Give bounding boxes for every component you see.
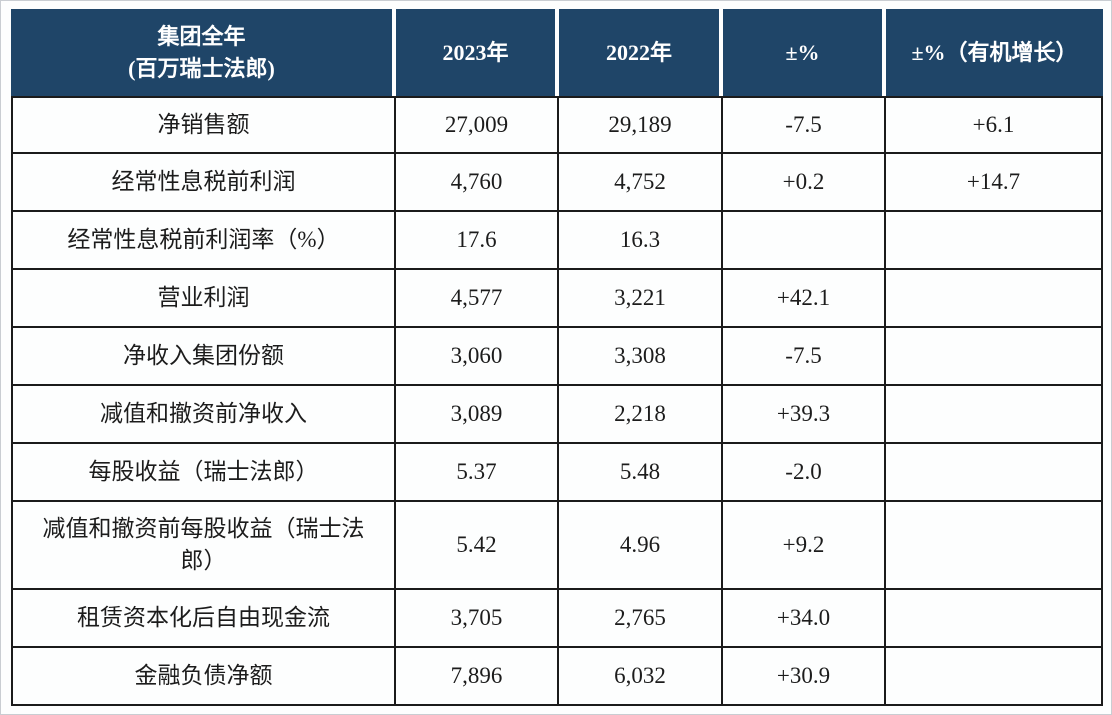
cell-2023: 3,705: [396, 590, 559, 648]
header-cell-change-pct: ±%: [723, 9, 886, 96]
cell-organic-growth: [886, 386, 1103, 444]
cell-change-pct: [723, 212, 886, 270]
cell-organic-growth: [886, 270, 1103, 328]
cell-2023: 5.37: [396, 444, 559, 502]
row-label: 净销售额: [11, 96, 396, 154]
cell-change-pct: -7.5: [723, 328, 886, 386]
table-row: 减值和撤资前每股收益（瑞士法郎） 5.42 4.96 +9.2: [11, 502, 1103, 590]
row-label: 净收入集团份额: [11, 328, 396, 386]
header-cell-organic-growth: ±%（有机增长）: [886, 9, 1103, 96]
table-row: 减值和撤资前净收入 3,089 2,218 +39.3: [11, 386, 1103, 444]
cell-2022: 2,765: [559, 590, 723, 648]
row-label: 营业利润: [11, 270, 396, 328]
cell-change-pct: +42.1: [723, 270, 886, 328]
cell-2023: 3,060: [396, 328, 559, 386]
cell-2023: 7,896: [396, 648, 559, 706]
cell-organic-growth: [886, 502, 1103, 590]
header-metric-line2: (百万瑞士法郎): [128, 55, 275, 81]
cell-change-pct: +0.2: [723, 154, 886, 212]
table-row: 每股收益（瑞士法郎） 5.37 5.48 -2.0: [11, 444, 1103, 502]
table-row: 净销售额 27,009 29,189 -7.5 +6.1: [11, 96, 1103, 154]
cell-2023: 17.6: [396, 212, 559, 270]
cell-2023: 4,577: [396, 270, 559, 328]
table-row: 经常性息税前利润 4,760 4,752 +0.2 +14.7: [11, 154, 1103, 212]
cell-organic-growth: [886, 212, 1103, 270]
cell-organic-growth: [886, 444, 1103, 502]
row-label: 减值和撤资前净收入: [11, 386, 396, 444]
cell-2022: 29,189: [559, 96, 723, 154]
cell-change-pct: +9.2: [723, 502, 886, 590]
row-label: 减值和撤资前每股收益（瑞士法郎）: [11, 502, 396, 590]
cell-change-pct: +34.0: [723, 590, 886, 648]
header-metric-line1: 集团全年: [157, 23, 246, 49]
cell-2023: 27,009: [396, 96, 559, 154]
financial-summary-table: 集团全年 (百万瑞士法郎) 2023年 2022年 ±% ±%（有机增长） 净销…: [11, 9, 1103, 706]
header-cell-metric: 集团全年 (百万瑞士法郎): [11, 9, 396, 96]
cell-2023: 3,089: [396, 386, 559, 444]
cell-organic-growth: +6.1: [886, 96, 1103, 154]
cell-change-pct: +30.9: [723, 648, 886, 706]
cell-2022: 2,218: [559, 386, 723, 444]
cell-2023: 4,760: [396, 154, 559, 212]
cell-2022: 4.96: [559, 502, 723, 590]
table-row: 营业利润 4,577 3,221 +42.1: [11, 270, 1103, 328]
cell-change-pct: +39.3: [723, 386, 886, 444]
row-label: 租赁资本化后自由现金流: [11, 590, 396, 648]
cell-2022: 3,221: [559, 270, 723, 328]
header-cell-2023: 2023年: [396, 9, 559, 96]
table-row: 经常性息税前利润率（%） 17.6 16.3: [11, 212, 1103, 270]
cell-organic-growth: [886, 328, 1103, 386]
cell-organic-growth: [886, 648, 1103, 706]
table-row: 金融负债净额 7,896 6,032 +30.9: [11, 648, 1103, 706]
table-row: 租赁资本化后自由现金流 3,705 2,765 +34.0: [11, 590, 1103, 648]
row-label: 每股收益（瑞士法郎）: [11, 444, 396, 502]
cell-2022: 4,752: [559, 154, 723, 212]
header-cell-2022: 2022年: [559, 9, 723, 96]
cell-change-pct: -2.0: [723, 444, 886, 502]
cell-organic-growth: [886, 590, 1103, 648]
header-row: 集团全年 (百万瑞士法郎) 2023年 2022年 ±% ±%（有机增长）: [11, 9, 1103, 96]
cell-2022: 16.3: [559, 212, 723, 270]
cell-organic-growth: +14.7: [886, 154, 1103, 212]
cell-2022: 5.48: [559, 444, 723, 502]
row-label: 经常性息税前利润: [11, 154, 396, 212]
row-label: 金融负债净额: [11, 648, 396, 706]
table-row: 净收入集团份额 3,060 3,308 -7.5: [11, 328, 1103, 386]
cell-2022: 3,308: [559, 328, 723, 386]
cell-change-pct: -7.5: [723, 96, 886, 154]
row-label: 经常性息税前利润率（%）: [11, 212, 396, 270]
cell-2023: 5.42: [396, 502, 559, 590]
cell-2022: 6,032: [559, 648, 723, 706]
